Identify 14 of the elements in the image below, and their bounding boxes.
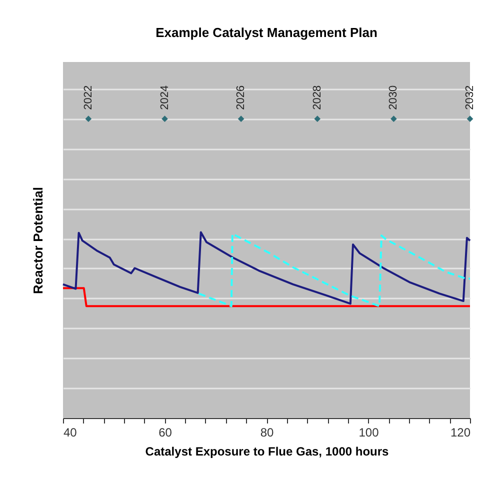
x-tick-label: 40: [64, 426, 78, 440]
annotation: 2030: [388, 85, 400, 110]
chart-title: Example Catalyst Management Plan: [156, 25, 378, 40]
annotation: 2026: [235, 85, 248, 110]
annotation: 2028: [311, 85, 324, 110]
annotation: 2022: [82, 85, 94, 110]
annotation: 2024: [158, 85, 171, 110]
x-tick-label: 60: [158, 426, 172, 440]
x-tick-label: 80: [260, 426, 274, 440]
x-axis-title: Catalyst Exposure to Flue Gas, 1000 hours: [145, 444, 390, 458]
x-tick-label: 120: [450, 426, 471, 440]
y-axis-title: Reactor Potential: [30, 187, 46, 294]
annotation: 2032: [464, 85, 476, 110]
x-tick-label: 100: [358, 426, 380, 440]
